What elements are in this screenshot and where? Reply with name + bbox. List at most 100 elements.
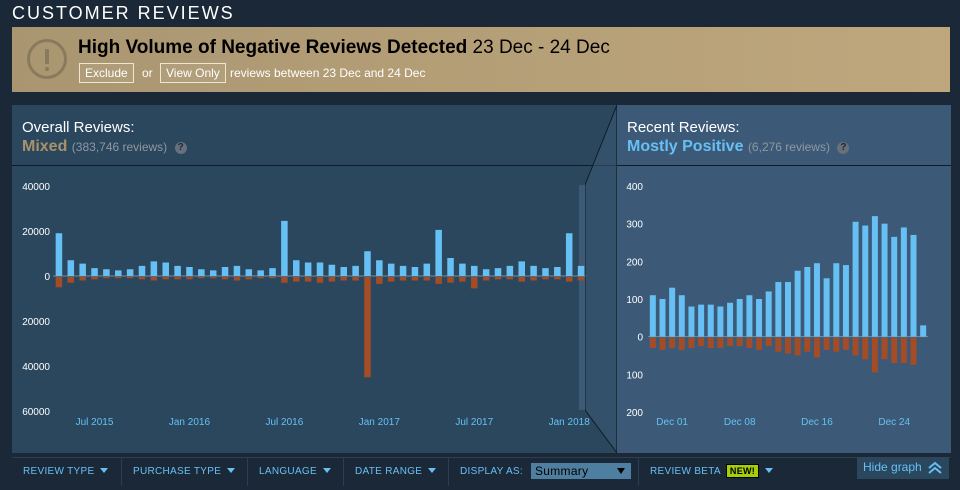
recent-negative-bar[interactable] (862, 337, 869, 360)
overall-negative-bar[interactable] (565, 277, 573, 282)
overall-positive-bar[interactable] (376, 260, 383, 276)
overall-positive-bar[interactable] (387, 263, 395, 276)
hide-graph-button[interactable]: Hide graph (857, 457, 949, 479)
recent-positive-bar[interactable] (727, 302, 734, 337)
overall-positive-bar[interactable] (471, 265, 478, 276)
overall-negative-bar[interactable] (126, 277, 134, 279)
recent-negative-bar[interactable] (649, 337, 656, 348)
overall-negative-bar[interactable] (399, 277, 407, 281)
recent-negative-bar[interactable] (765, 337, 772, 347)
recent-positive-bar[interactable] (852, 221, 859, 337)
overall-negative-bar[interactable] (494, 277, 502, 280)
overall-positive-bar[interactable] (554, 267, 561, 276)
overall-negative-bar[interactable] (506, 277, 514, 280)
review-beta-filter[interactable]: REVIEW BETA NEW! (638, 458, 788, 486)
overall-negative-bar[interactable] (221, 277, 229, 280)
overall-negative-bar[interactable] (55, 277, 63, 288)
overall-negative-bar[interactable] (269, 277, 276, 279)
recent-positive-bar[interactable] (669, 287, 676, 337)
overall-positive-bar[interactable] (257, 270, 264, 276)
recent-positive-bar[interactable] (842, 265, 849, 337)
recent-positive-bar[interactable] (785, 282, 791, 337)
recent-positive-bar[interactable] (881, 223, 888, 337)
recent-positive-bar[interactable] (920, 325, 927, 337)
overall-help-icon[interactable]: ? (174, 142, 187, 154)
overall-positive-bar[interactable] (126, 269, 134, 276)
overall-negative-bar[interactable] (423, 277, 431, 281)
purchase-type-filter[interactable]: PURCHASE TYPE (121, 458, 248, 486)
recent-negative-bar[interactable] (698, 337, 705, 347)
overall-negative-bar[interactable] (198, 277, 205, 279)
overall-negative-bar[interactable] (340, 277, 347, 281)
overall-negative-bar[interactable] (67, 277, 75, 283)
chart-scrollbar[interactable] (579, 185, 585, 410)
recent-negative-bar[interactable] (669, 337, 676, 348)
overall-positive-bar[interactable] (209, 270, 217, 276)
recent-positive-bar[interactable] (736, 299, 743, 337)
recent-positive-bar[interactable] (698, 304, 705, 337)
recent-negative-bar[interactable] (678, 337, 685, 350)
recent-positive-bar[interactable] (707, 304, 714, 337)
overall-negative-bar[interactable] (103, 277, 110, 279)
exclude-button[interactable]: Exclude (79, 63, 134, 83)
recent-negative-bar[interactable] (659, 337, 666, 350)
overall-positive-bar[interactable] (459, 263, 466, 276)
overall-negative-bar[interactable] (530, 277, 537, 281)
overall-positive-bar[interactable] (494, 268, 502, 276)
overall-positive-bar[interactable] (115, 270, 122, 276)
recent-positive-bar[interactable] (746, 295, 753, 337)
overall-positive-bar[interactable] (577, 265, 585, 276)
recent-negative-bar[interactable] (833, 337, 840, 352)
overall-negative-bar[interactable] (352, 277, 359, 281)
overall-positive-bar[interactable] (530, 265, 537, 276)
overall-negative-bar[interactable] (233, 277, 241, 281)
recent-positive-bar[interactable] (900, 227, 907, 337)
overall-positive-bar[interactable] (518, 261, 525, 276)
overall-positive-bar[interactable] (150, 261, 158, 276)
overall-positive-bar[interactable] (281, 220, 288, 276)
overall-negative-bar[interactable] (376, 277, 383, 284)
recent-positive-bar[interactable] (775, 282, 782, 337)
overall-negative-bar[interactable] (91, 277, 98, 280)
recent-negative-bar[interactable] (688, 337, 695, 348)
overall-negative-bar[interactable] (328, 277, 336, 282)
recent-positive-bar[interactable] (910, 234, 917, 337)
recent-positive-bar[interactable] (649, 295, 656, 337)
recent-positive-bar[interactable] (833, 263, 840, 337)
overall-negative-bar[interactable] (447, 277, 454, 283)
overall-negative-bar[interactable] (162, 277, 169, 280)
overall-positive-bar[interactable] (542, 268, 549, 276)
overall-positive-bar[interactable] (411, 267, 419, 276)
overall-positive-bar[interactable] (304, 262, 312, 277)
overall-positive-bar[interactable] (328, 264, 336, 276)
recent-negative-bar[interactable] (891, 337, 898, 364)
overall-positive-bar[interactable] (364, 251, 371, 276)
overall-negative-bar[interactable] (257, 277, 264, 279)
recent-positive-bar[interactable] (765, 291, 772, 337)
overall-positive-bar[interactable] (293, 260, 300, 276)
overall-positive-bar[interactable] (79, 263, 86, 276)
display-as-select[interactable]: Summary (530, 463, 631, 480)
recent-help-icon[interactable]: ? (837, 142, 850, 154)
overall-positive-bar[interactable] (340, 267, 347, 276)
recent-negative-bar[interactable] (756, 337, 763, 350)
overall-negative-bar[interactable] (174, 277, 181, 280)
overall-positive-bar[interactable] (316, 262, 324, 277)
recent-negative-bar[interactable] (785, 337, 791, 354)
recent-negative-bar[interactable] (717, 337, 724, 348)
recent-negative-bar[interactable] (871, 337, 878, 373)
recent-positive-bar[interactable] (794, 270, 801, 337)
overall-negative-bar[interactable] (518, 277, 525, 282)
overall-positive-bar[interactable] (447, 258, 454, 276)
overall-positive-bar[interactable] (103, 269, 110, 276)
overall-positive-bar[interactable] (67, 260, 75, 276)
recent-positive-bar[interactable] (862, 225, 869, 337)
recent-negative-bar[interactable] (775, 337, 782, 352)
recent-negative-bar[interactable] (842, 337, 849, 350)
overall-negative-bar[interactable] (577, 277, 585, 281)
recent-positive-bar[interactable] (756, 299, 763, 337)
overall-positive-bar[interactable] (435, 229, 442, 276)
overall-positive-bar[interactable] (162, 262, 169, 277)
recent-positive-bar[interactable] (823, 278, 830, 337)
overall-negative-bar[interactable] (387, 277, 395, 282)
